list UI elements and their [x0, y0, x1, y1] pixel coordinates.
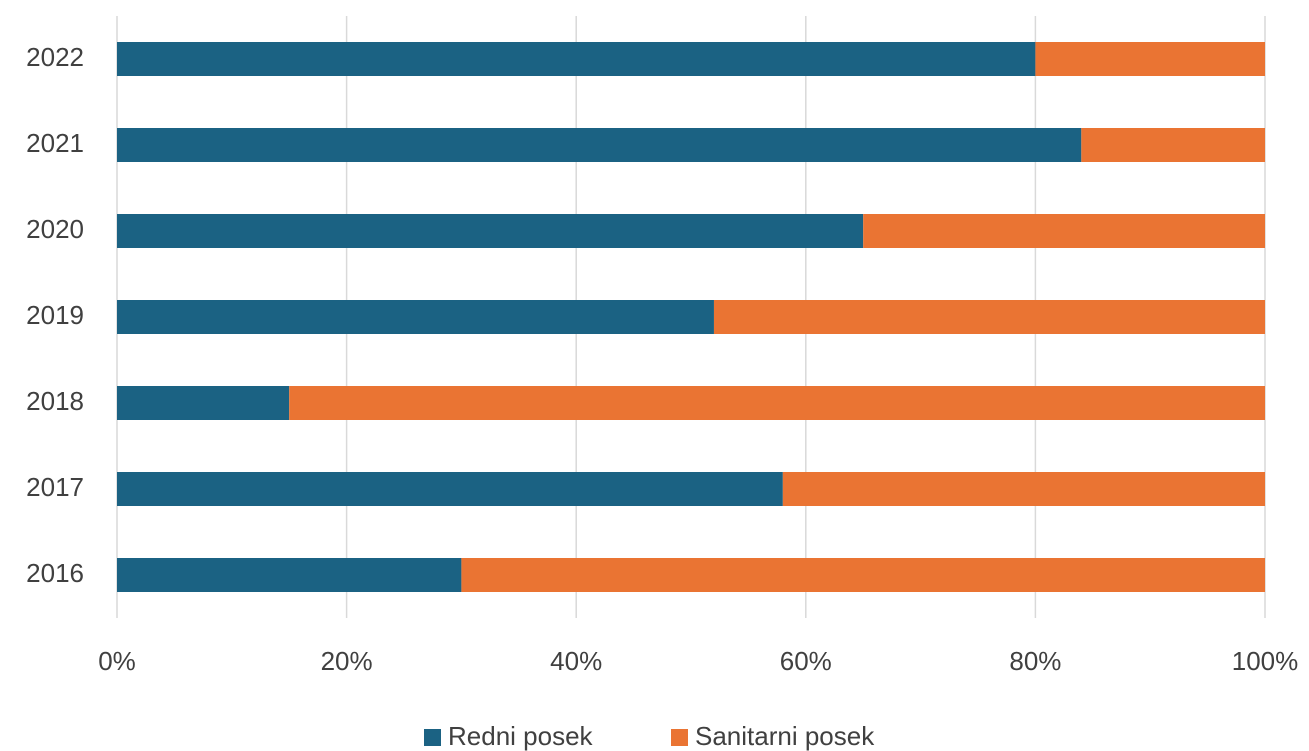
bar-segment: [117, 386, 290, 420]
legend-swatch: [424, 729, 441, 746]
bar-segment: [117, 128, 1082, 162]
y-tick-label: 2021: [26, 128, 84, 158]
x-tick-label: 0%: [98, 646, 136, 676]
bar-segment: [1035, 42, 1265, 76]
x-tick-label: 40%: [550, 646, 602, 676]
bar-segment: [289, 386, 1265, 420]
y-tick-label: 2020: [26, 214, 84, 244]
x-tick-label: 80%: [1009, 646, 1061, 676]
bar-segment: [863, 214, 1265, 248]
legend-label: Sanitarni posek: [695, 721, 875, 751]
legend-swatch: [671, 729, 688, 746]
legend-label: Redni posek: [448, 721, 594, 751]
bar-segment: [713, 300, 1265, 334]
x-tick-label: 100%: [1232, 646, 1299, 676]
bar-segment: [1081, 128, 1265, 162]
x-tick-label: 60%: [780, 646, 832, 676]
bar-segment: [117, 472, 783, 506]
x-tick-label: 20%: [321, 646, 373, 676]
bar-segment: [461, 558, 1265, 592]
y-tick-label: 2019: [26, 300, 84, 330]
bar-segment: [782, 472, 1265, 506]
bar-segment: [117, 558, 462, 592]
y-tick-label: 2016: [26, 558, 84, 588]
bar-segment: [117, 42, 1036, 76]
y-tick-label: 2017: [26, 472, 84, 502]
y-tick-label: 2018: [26, 386, 84, 416]
bar-segment: [117, 300, 714, 334]
y-tick-label: 2022: [26, 42, 84, 72]
bar-segment: [117, 214, 864, 248]
